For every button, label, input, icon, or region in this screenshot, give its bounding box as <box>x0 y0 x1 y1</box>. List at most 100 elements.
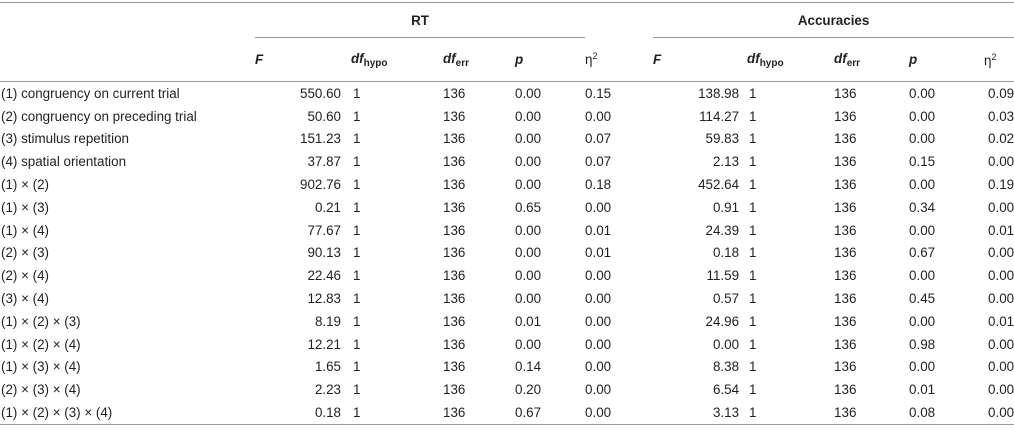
col-header-rt-f: F <box>255 37 297 82</box>
acc-dferr-value: 136 <box>834 291 857 307</box>
rt-p-value: 0.00 <box>515 108 542 124</box>
acc-dfhypo-value: 1 <box>749 382 757 398</box>
table-row: (1) × (4) 77.67 1 136 0.00 0.01 24.39 1 136 0.00 0… <box>0 219 1014 242</box>
acc-p-value: 0.34 <box>909 199 936 215</box>
rt-p-value: 0.01 <box>515 313 542 329</box>
acc-eta-squared-value: 0.02 <box>988 131 1014 147</box>
rt-dferr-value: 136 <box>443 154 466 170</box>
acc-f-value: 59.83 <box>705 131 740 147</box>
acc-eta-squared-value: 0.03 <box>988 108 1014 124</box>
rt-eta-squared-value: 0.00 <box>585 199 612 215</box>
acc-dfhypo-value: 1 <box>749 268 757 284</box>
rt-eta-squared-value: 0.07 <box>585 131 612 147</box>
acc-dfhypo-value: 1 <box>747 401 835 425</box>
acc-p-value: 0.00 <box>909 85 936 101</box>
rt-eta-squared-value: 0.01 <box>585 245 612 261</box>
rt-dfhypo-value: 1 <box>353 245 361 261</box>
acc-f-value: 138.98 <box>698 85 740 101</box>
acc-eta-squared-value: 0.00 <box>984 401 1014 425</box>
rt-p-value: 0.00 <box>515 245 542 261</box>
rt-p-value: 0.00 <box>515 85 542 101</box>
table-row: (3) stimulus repetition 151.23 1 136 0.00 0.0… <box>0 128 1014 151</box>
rt-dferr-value: 136 <box>443 359 466 375</box>
table-row: (2) congruency on preceding trial 50.60 1 1… <box>0 105 1014 128</box>
acc-dfhypo-value: 1 <box>749 131 757 147</box>
effect-label: (2) congruency on preceding trial <box>1 108 197 124</box>
effect-label: (2) × (4) <box>1 268 49 284</box>
rt-p-value: 0.00 <box>515 222 542 238</box>
acc-eta-squared-value: 0.01 <box>988 313 1014 329</box>
acc-p-value: 0.45 <box>909 291 936 307</box>
rt-dferr-value: 136 <box>443 291 466 307</box>
rt-dferr-value: 136 <box>443 222 466 238</box>
acc-p-value: 0.00 <box>909 313 936 329</box>
rt-dferr-value: 136 <box>443 108 466 124</box>
rt-f-value: 77.67 <box>307 222 341 238</box>
rt-f-value: 151.23 <box>300 131 341 147</box>
effect-label: (2) × (3) × (4) <box>1 382 81 398</box>
effect-label: (3) stimulus repetition <box>1 131 130 147</box>
acc-dfhypo-value: 1 <box>749 108 757 124</box>
rt-eta-squared-value: 0.15 <box>585 85 612 101</box>
acc-f-value: 452.64 <box>698 177 740 193</box>
acc-eta-squared-value: 0.09 <box>988 85 1014 101</box>
col-header-rt-dfhypo: dfhypo <box>351 37 443 82</box>
acc-dferr-value: 136 <box>834 154 857 170</box>
acc-dferr-value: 136 <box>834 359 857 375</box>
acc-p-value: 0.08 <box>909 401 985 425</box>
group-header-rt: RT <box>255 2 586 38</box>
acc-p-value: 0.67 <box>909 245 936 261</box>
acc-dferr-value: 136 <box>834 85 857 101</box>
acc-dfhypo-value: 1 <box>749 222 757 238</box>
acc-f-value: 24.96 <box>705 313 740 329</box>
effect-label: (1) congruency on current trial <box>1 85 180 101</box>
acc-p-value: 0.00 <box>909 108 936 124</box>
rt-f-value: 1.65 <box>314 359 341 375</box>
rt-dferr-value: 136 <box>443 131 466 147</box>
table-row: (1) × (3) × (4) 1.65 1 136 0.14 0.00 8.38 1 136 0… <box>0 356 1014 379</box>
rt-dfhypo-value: 1 <box>353 359 361 375</box>
acc-dfhypo-value: 1 <box>749 199 757 215</box>
acc-dferr-value: 136 <box>834 313 857 329</box>
col-header-acc-p: p <box>909 37 985 82</box>
acc-dferr-value: 136 <box>834 268 857 284</box>
rt-f-value: 0.21 <box>314 199 341 215</box>
rt-p-value: 0.67 <box>515 401 586 425</box>
acc-dferr-value: 136 <box>834 245 857 261</box>
rt-eta-squared-value: 0.00 <box>585 401 654 425</box>
rt-dferr-value: 136 <box>443 245 466 261</box>
acc-f-value: 11.59 <box>706 268 740 284</box>
acc-eta-squared-value: 0.00 <box>988 291 1014 307</box>
rt-dfhypo-value: 1 <box>353 336 361 352</box>
acc-eta-squared-value: 0.00 <box>988 359 1014 375</box>
acc-p-value: 0.15 <box>909 154 936 170</box>
acc-p-value: 0.00 <box>909 268 936 284</box>
rt-eta-squared-value: 0.00 <box>585 382 612 398</box>
acc-f-value: 0.57 <box>712 291 740 307</box>
acc-dfhypo-value: 1 <box>749 245 757 261</box>
column-header-row: F dfhypo dferr p η2 F dfhypo dferr p η2 <box>0 37 1014 82</box>
rt-f-value: 90.13 <box>307 245 341 261</box>
rt-p-value: 0.65 <box>515 199 542 215</box>
rt-dfhypo-value: 1 <box>353 291 361 307</box>
rt-dfhypo-value: 1 <box>353 177 361 193</box>
acc-dferr-value: 136 <box>834 401 910 425</box>
acc-eta-squared-value: 0.00 <box>988 154 1014 170</box>
rt-f-value: 0.18 <box>255 401 351 425</box>
rt-f-value: 12.21 <box>307 336 341 352</box>
rt-f-value: 2.23 <box>314 382 341 398</box>
acc-eta-squared-value: 0.00 <box>988 382 1014 398</box>
acc-dfhypo-value: 1 <box>749 336 757 352</box>
effect-label: (1) × (3) <box>1 199 49 215</box>
rt-eta-squared-value: 0.00 <box>585 268 612 284</box>
acc-p-value: 0.01 <box>909 382 936 398</box>
rt-dfhypo-value: 1 <box>353 199 361 215</box>
rt-eta-squared-value: 0.01 <box>585 222 612 238</box>
rt-p-value: 0.00 <box>515 336 542 352</box>
table-body: (1) congruency on current trial 550.60 1 13… <box>0 82 1014 425</box>
effect-label: (4) spatial orientation <box>1 154 127 170</box>
rt-dfhypo-value: 1 <box>351 401 443 425</box>
acc-dfhypo-value: 1 <box>749 291 757 307</box>
rt-p-value: 0.14 <box>515 359 542 375</box>
rt-p-value: 0.00 <box>515 154 542 170</box>
